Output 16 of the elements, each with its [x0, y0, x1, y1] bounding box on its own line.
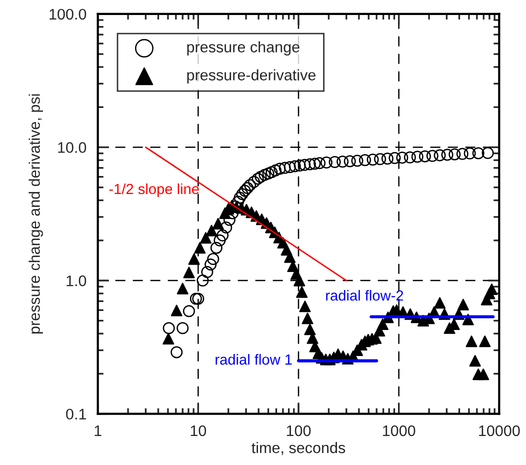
x-axis-title: time, seconds	[252, 442, 346, 456]
x-tick-label: 10000	[479, 425, 520, 436]
y-axis-title: pressure change and derivative, psi	[28, 94, 43, 334]
x-tick-label: 10	[190, 425, 206, 436]
series-label: -1/2 slope line	[109, 183, 199, 198]
series-label: radial flow-2	[326, 290, 404, 301]
legend-label: pressure-derivative	[187, 69, 316, 84]
x-tick-label: 1000	[383, 425, 416, 436]
legend-label: pressure change	[187, 41, 300, 56]
series-label: radial flow 1	[216, 354, 292, 365]
y-tick-label: 10.0	[58, 142, 86, 153]
x-tick-label: 1	[94, 426, 102, 436]
y-tick-label: 100.0	[50, 8, 86, 20]
y-tick-label: 1.0	[66, 275, 86, 286]
y-tick-label: 0.1	[66, 408, 86, 420]
x-tick-label: 100	[286, 425, 311, 436]
